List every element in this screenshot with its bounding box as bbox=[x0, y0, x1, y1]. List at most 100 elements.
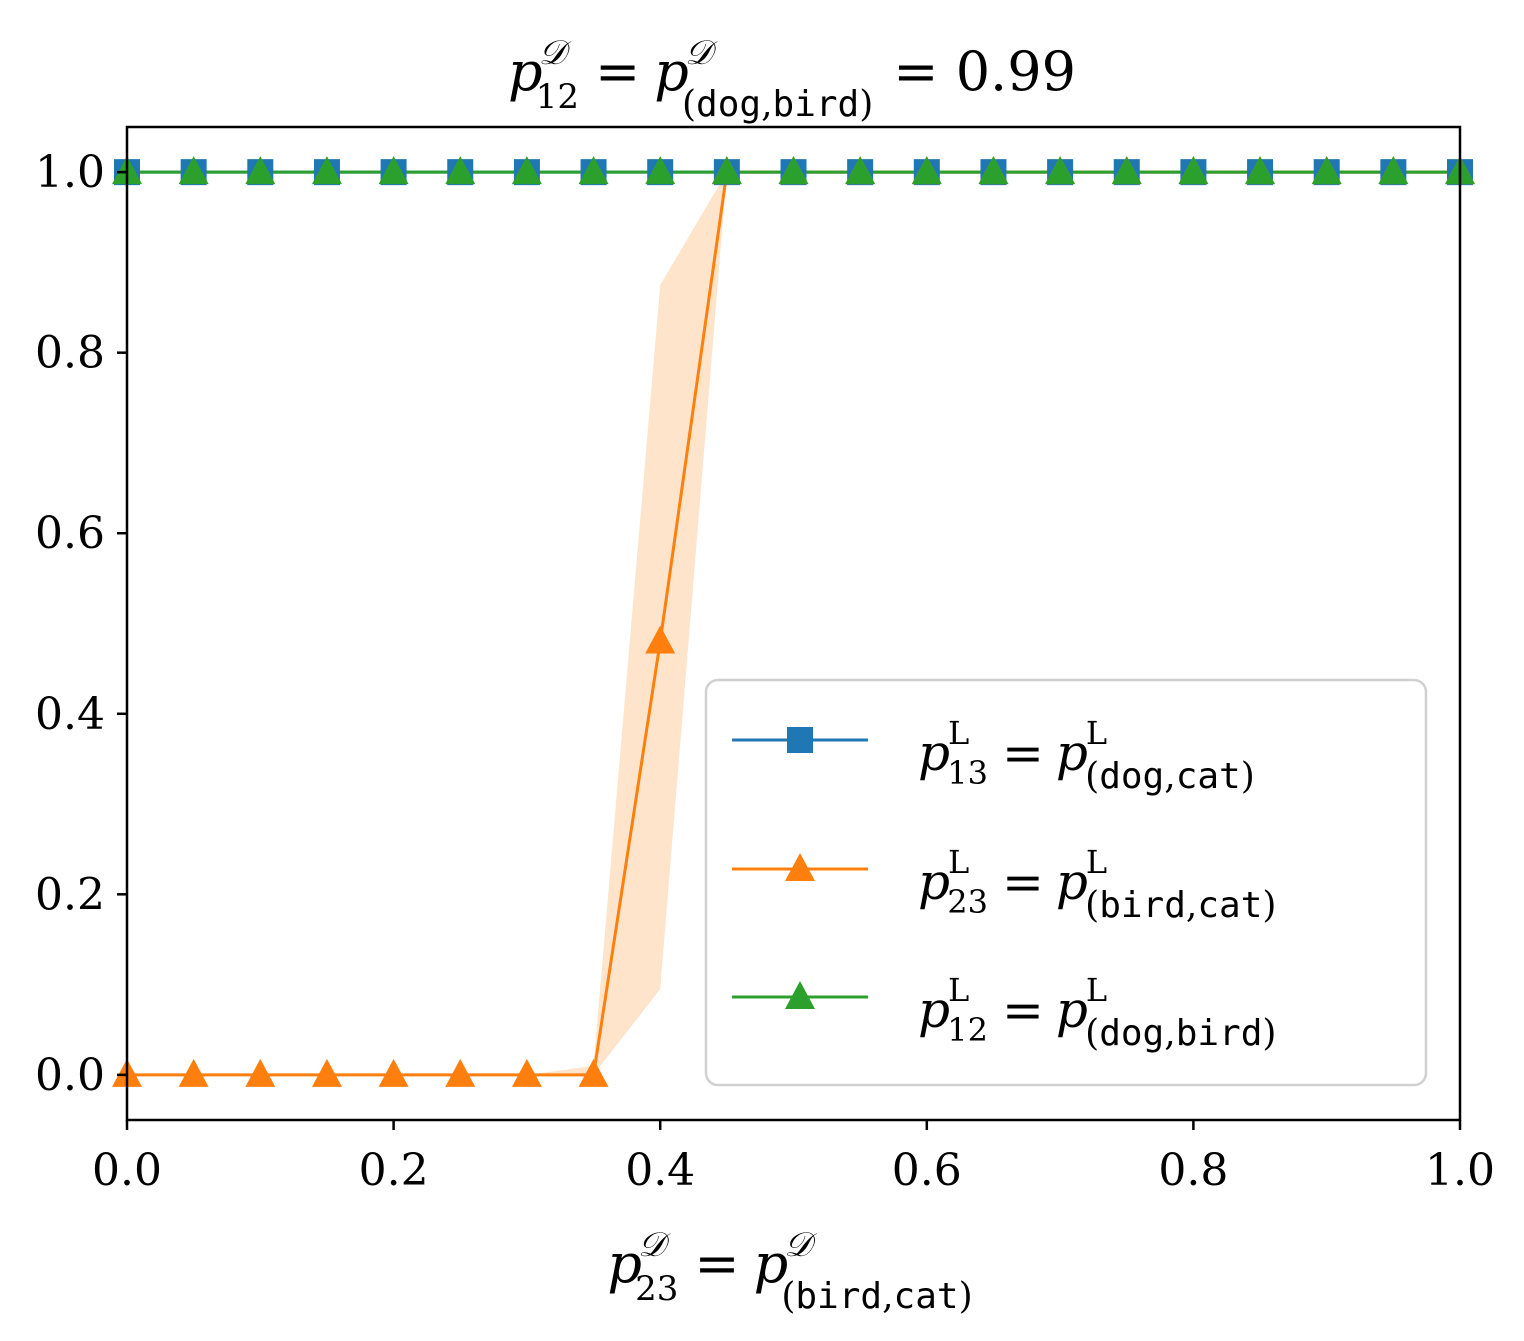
y-tick-label: 0.2 bbox=[35, 869, 105, 920]
data-point-p12 bbox=[978, 156, 1009, 185]
legend-p23-sub-comma: , bbox=[1186, 885, 1197, 926]
data-point-p12 bbox=[1245, 156, 1276, 185]
data-point-p12 bbox=[1378, 156, 1409, 185]
title-sub-comma: , bbox=[761, 84, 772, 125]
legend-p23-var: p bbox=[918, 853, 950, 911]
data-point-p23 bbox=[245, 1058, 276, 1087]
data-point-p23 bbox=[378, 1058, 409, 1087]
legend-p12-sup: L bbox=[948, 971, 969, 1009]
title-sub: 12 bbox=[536, 77, 579, 117]
data-point-p12 bbox=[1045, 156, 1076, 185]
legend-p12-sub-a: dog bbox=[1099, 1013, 1164, 1054]
title-sub-a: dog bbox=[696, 84, 761, 125]
xlabel-sub: 23 bbox=[635, 1269, 678, 1309]
legend-p12-sub-open: ( bbox=[1085, 1013, 1099, 1054]
xlabel-var: p bbox=[607, 1232, 642, 1295]
legend: pL 13 = pL (dog,cat) pL 23 = pL (bird,cat) pL 12 =… bbox=[704, 678, 1428, 1087]
data-point-p12 bbox=[845, 156, 876, 185]
data-point-p12 bbox=[311, 156, 342, 185]
data-point-p23 bbox=[311, 1058, 342, 1087]
legend-p12-sup-2: L bbox=[1086, 971, 1107, 1009]
data-point-p12 bbox=[178, 156, 209, 185]
legend-p13-var: p bbox=[918, 724, 950, 782]
x-tick-label: 0.0 bbox=[92, 1145, 162, 1196]
legend-marker-p12 bbox=[785, 981, 815, 1009]
title-eq: = bbox=[595, 40, 640, 103]
legend-p13-var-2: p bbox=[1056, 724, 1088, 782]
legend-p13-sub-b: cat bbox=[1176, 756, 1241, 797]
data-point-p12 bbox=[245, 156, 276, 185]
legend-p12-eq: = bbox=[1002, 981, 1044, 1039]
data-point-p12 bbox=[911, 156, 942, 185]
legend-p12-sub: 12 bbox=[947, 1011, 988, 1049]
y-axis-ticks: 0.0 0.2 0.4 0.6 0.8 1.0 bbox=[35, 147, 127, 1101]
title-var-2: p bbox=[654, 40, 689, 103]
data-point-p12 bbox=[578, 156, 609, 185]
legend-p23-sub-a: bird bbox=[1099, 885, 1186, 926]
legend-p23-sup-2: L bbox=[1086, 843, 1107, 881]
xlabel-sub-open: ( bbox=[781, 1276, 795, 1317]
xlabel-sub-b: cat bbox=[894, 1276, 959, 1317]
x-axis-ticks: 0.0 0.2 0.4 0.6 0.8 1.0 bbox=[92, 1120, 1495, 1196]
legend-p13-sub: 13 bbox=[947, 754, 988, 792]
title-sub-open: ( bbox=[682, 84, 696, 125]
legend-p12-sub-b: bird bbox=[1176, 1013, 1263, 1054]
legend-p12-var: p bbox=[918, 981, 950, 1039]
y-tick-label: 1.0 bbox=[35, 147, 105, 198]
legend-entry-p13: pL 13 = pL (dog,cat) bbox=[732, 714, 1255, 797]
legend-p23-sub-close: ) bbox=[1262, 885, 1276, 926]
x-tick-label: 0.6 bbox=[892, 1145, 962, 1196]
legend-p13-eq: = bbox=[1002, 724, 1044, 782]
xlabel-sub-close: ) bbox=[959, 1276, 973, 1317]
legend-p13-sub-open: ( bbox=[1085, 756, 1099, 797]
legend-p23-sub: 23 bbox=[947, 883, 988, 921]
x-tick-label: 0.4 bbox=[625, 1145, 695, 1196]
axes-frame bbox=[125, 125, 1462, 1122]
data-point-p23 bbox=[178, 1058, 209, 1087]
x-tick-label: 0.2 bbox=[359, 1145, 429, 1196]
data-point-p23 bbox=[445, 1058, 476, 1087]
data-point-p12 bbox=[511, 156, 542, 185]
x-tick-label: 1.0 bbox=[1425, 1145, 1495, 1196]
data-point-p12 bbox=[445, 156, 476, 185]
legend-p23-sub-open: ( bbox=[1085, 885, 1099, 926]
legend-p13-sub-close: ) bbox=[1241, 756, 1255, 797]
data-point-p12 bbox=[1178, 156, 1209, 185]
data-point-p12 bbox=[645, 156, 676, 185]
legend-entry-p12: pL 12 = pL (dog,bird) bbox=[732, 971, 1276, 1054]
title-value: = 0.99 bbox=[893, 40, 1076, 103]
data-point-p23 bbox=[578, 1058, 609, 1087]
y-tick-label: 0.0 bbox=[35, 1050, 105, 1101]
x-axis-label: p𝒟 23 = p𝒟 (bird,cat) bbox=[607, 1225, 972, 1317]
y-tick-label: 0.6 bbox=[35, 508, 105, 559]
legend-p13-sub-comma: , bbox=[1164, 756, 1175, 797]
legend-label-p12: pL 12 = pL (dog,bird) bbox=[918, 971, 1276, 1054]
x-tick-label: 0.8 bbox=[1158, 1145, 1228, 1196]
data-point-p12 bbox=[1311, 156, 1342, 185]
legend-label-p23: pL 23 = pL (bird,cat) bbox=[918, 843, 1276, 926]
title-sub-close: ) bbox=[859, 84, 873, 125]
data-point-p12 bbox=[1111, 156, 1142, 185]
data-point-p12 bbox=[778, 156, 809, 185]
y-tick-label: 0.4 bbox=[35, 689, 105, 740]
data-point-p12 bbox=[711, 156, 742, 185]
data-point-p12 bbox=[378, 156, 409, 185]
legend-p13-sup: L bbox=[948, 714, 969, 752]
title-var: p bbox=[508, 40, 543, 103]
data-point-p23 bbox=[511, 1058, 542, 1087]
xlabel-eq: = bbox=[694, 1232, 739, 1295]
legend-p13-sub-a: dog bbox=[1099, 756, 1164, 797]
legend-p23-sub-b: cat bbox=[1197, 885, 1262, 926]
xlabel-sub-comma: , bbox=[882, 1276, 893, 1317]
legend-p23-sup: L bbox=[948, 843, 969, 881]
legend-entry-p23: pL 23 = pL (bird,cat) bbox=[732, 843, 1276, 926]
legend-p12-sub-close: ) bbox=[1262, 1013, 1276, 1054]
legend-p12-var-2: p bbox=[1056, 981, 1088, 1039]
legend-p23-eq: = bbox=[1002, 853, 1044, 911]
legend-marker-p13 bbox=[787, 727, 813, 753]
legend-label-p13: pL 13 = pL (dog,cat) bbox=[918, 714, 1255, 797]
legend-p13-sup-2: L bbox=[1086, 714, 1107, 752]
title-sub-b: bird bbox=[773, 84, 860, 125]
